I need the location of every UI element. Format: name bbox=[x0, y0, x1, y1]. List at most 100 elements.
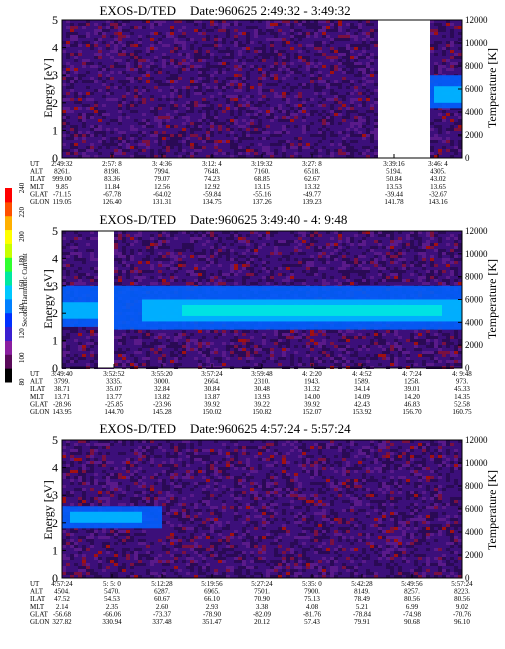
heatmap-cell bbox=[186, 104, 190, 107]
heatmap-cell bbox=[366, 348, 370, 351]
heatmap-cell bbox=[330, 83, 334, 86]
heatmap-cell bbox=[290, 336, 294, 339]
heatmap-cell bbox=[114, 47, 118, 50]
heatmap-cell bbox=[158, 38, 162, 41]
heatmap-cell bbox=[378, 458, 382, 461]
heatmap-cell bbox=[122, 23, 126, 26]
heatmap-cell bbox=[110, 119, 114, 122]
heatmap-cell bbox=[158, 125, 162, 128]
heatmap-cell bbox=[302, 363, 306, 366]
heatmap-cell bbox=[322, 443, 326, 446]
heatmap-cell bbox=[330, 440, 334, 443]
heatmap-cell bbox=[442, 119, 446, 122]
heatmap-cell bbox=[358, 261, 362, 264]
heatmap-cell bbox=[314, 26, 318, 29]
heatmap-cell bbox=[82, 134, 86, 137]
heatmap-cell bbox=[158, 270, 162, 273]
heatmap-cell bbox=[202, 252, 206, 255]
heatmap-cell bbox=[458, 276, 462, 279]
heatmap-cell bbox=[86, 155, 90, 158]
heatmap-cell bbox=[218, 65, 222, 68]
heatmap-cell bbox=[134, 336, 138, 339]
heatmap-cell bbox=[394, 267, 398, 270]
heatmap-cell bbox=[162, 122, 166, 125]
heatmap-cell bbox=[310, 243, 314, 246]
heatmap-cell bbox=[430, 255, 434, 258]
heatmap-cell bbox=[330, 71, 334, 74]
heatmap-cell bbox=[338, 131, 342, 134]
heatmap-cell bbox=[82, 95, 86, 98]
heatmap-cell bbox=[250, 122, 254, 125]
heatmap-cell bbox=[162, 246, 166, 249]
heatmap-cell bbox=[202, 146, 206, 149]
heatmap-cell bbox=[342, 47, 346, 50]
heatmap-cell bbox=[170, 446, 174, 449]
heatmap-cell bbox=[238, 95, 242, 98]
heatmap-cell bbox=[198, 443, 202, 446]
heatmap-cell bbox=[186, 282, 190, 285]
heatmap-cell bbox=[246, 149, 250, 152]
y-tick-label: 2 bbox=[52, 306, 58, 320]
heatmap-cell bbox=[374, 282, 378, 285]
heatmap-cell bbox=[186, 273, 190, 276]
heatmap-cell bbox=[218, 252, 222, 255]
heatmap-cell bbox=[170, 252, 174, 255]
heatmap-cell bbox=[258, 270, 262, 273]
heatmap-cell bbox=[242, 354, 246, 357]
heatmap-cell bbox=[226, 345, 230, 348]
heatmap-cell bbox=[446, 243, 450, 246]
heatmap-cell bbox=[82, 59, 86, 62]
heatmap-cell bbox=[206, 131, 210, 134]
heatmap-cell bbox=[250, 41, 254, 44]
heatmap-cell bbox=[302, 270, 306, 273]
heatmap-cell bbox=[370, 137, 374, 140]
heatmap-cell bbox=[230, 143, 234, 146]
heatmap-cell bbox=[138, 342, 142, 345]
heatmap-cell bbox=[310, 104, 314, 107]
heatmap-cell bbox=[298, 95, 302, 98]
heatmap-cell bbox=[214, 65, 218, 68]
heatmap-cell bbox=[342, 243, 346, 246]
heatmap-cell bbox=[250, 446, 254, 449]
heatmap-cell bbox=[410, 264, 414, 267]
heatmap-cell bbox=[362, 237, 366, 240]
heatmap-cell bbox=[238, 59, 242, 62]
heatmap-cell bbox=[174, 110, 178, 113]
heatmap-cell bbox=[226, 258, 230, 261]
heatmap-cell bbox=[146, 140, 150, 143]
heatmap-cell bbox=[190, 234, 194, 237]
heatmap-cell bbox=[358, 363, 362, 366]
heatmap-cell bbox=[190, 20, 194, 23]
heatmap-cell bbox=[306, 98, 310, 101]
heatmap-cell bbox=[202, 98, 206, 101]
heatmap-cell bbox=[454, 56, 458, 59]
heatmap-cell bbox=[194, 348, 198, 351]
heatmap-cell bbox=[234, 452, 238, 455]
heatmap-cell bbox=[346, 351, 350, 354]
heatmap-cell bbox=[66, 56, 70, 59]
heatmap-cell bbox=[346, 56, 350, 59]
heatmap-cell bbox=[90, 92, 94, 95]
heatmap-cell bbox=[382, 279, 386, 282]
heatmap-cell bbox=[438, 231, 442, 234]
table-cell: 8198. bbox=[104, 168, 120, 176]
heatmap-cell bbox=[206, 330, 210, 333]
heatmap-cell bbox=[442, 146, 446, 149]
heatmap-cell bbox=[94, 44, 98, 47]
heatmap-cell bbox=[390, 273, 394, 276]
heatmap-cell bbox=[434, 140, 438, 143]
heatmap-cell bbox=[418, 261, 422, 264]
heatmap-cell bbox=[290, 86, 294, 89]
heatmap-cell bbox=[118, 146, 122, 149]
heatmap-cell bbox=[414, 345, 418, 348]
heatmap-cell bbox=[362, 86, 366, 89]
heatmap-cell bbox=[154, 258, 158, 261]
heatmap-cell bbox=[350, 155, 354, 158]
heatmap-cell bbox=[122, 47, 126, 50]
heatmap-cell bbox=[226, 279, 230, 282]
heatmap-cell bbox=[106, 29, 110, 32]
heatmap-cell bbox=[370, 92, 374, 95]
heatmap-cell bbox=[138, 65, 142, 68]
heatmap-cell bbox=[230, 128, 234, 131]
heatmap-cell bbox=[354, 336, 358, 339]
